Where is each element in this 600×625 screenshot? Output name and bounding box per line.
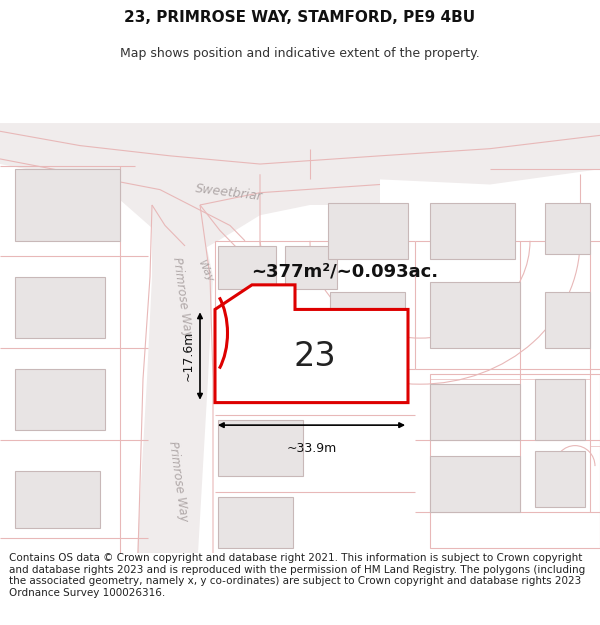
Bar — [15, 369, 105, 430]
Bar — [15, 471, 100, 528]
Text: 23, PRIMROSE WAY, STAMFORD, PE9 4BU: 23, PRIMROSE WAY, STAMFORD, PE9 4BU — [124, 11, 476, 26]
Bar — [430, 384, 520, 441]
Bar — [430, 282, 520, 348]
Text: Contains OS data © Crown copyright and database right 2021. This information is : Contains OS data © Crown copyright and d… — [9, 553, 585, 598]
Text: 23: 23 — [293, 340, 337, 373]
Text: Primrose Way: Primrose Way — [166, 441, 190, 522]
Text: ~377m²/~0.093ac.: ~377m²/~0.093ac. — [251, 262, 439, 281]
Bar — [15, 277, 105, 338]
Text: Sweetbriar: Sweetbriar — [195, 182, 264, 203]
Bar — [430, 203, 515, 259]
Polygon shape — [152, 174, 380, 251]
Bar — [285, 246, 337, 289]
Bar — [535, 379, 585, 441]
Bar — [545, 292, 590, 348]
Polygon shape — [215, 285, 408, 402]
Bar — [15, 169, 120, 241]
Polygon shape — [0, 123, 600, 251]
Bar — [328, 203, 408, 259]
Bar — [545, 203, 590, 254]
Text: ~33.9m: ~33.9m — [286, 441, 337, 454]
Bar — [218, 420, 303, 476]
Text: Primrose Way: Primrose Way — [170, 256, 194, 338]
Bar — [218, 497, 293, 548]
Text: Way: Way — [196, 259, 215, 284]
Bar — [430, 456, 520, 512]
Text: ~17.6m: ~17.6m — [182, 331, 195, 381]
Bar — [330, 292, 405, 348]
Bar — [535, 451, 585, 507]
Text: Map shows position and indicative extent of the property.: Map shows position and indicative extent… — [120, 48, 480, 61]
Polygon shape — [137, 205, 213, 553]
Bar — [218, 246, 276, 289]
